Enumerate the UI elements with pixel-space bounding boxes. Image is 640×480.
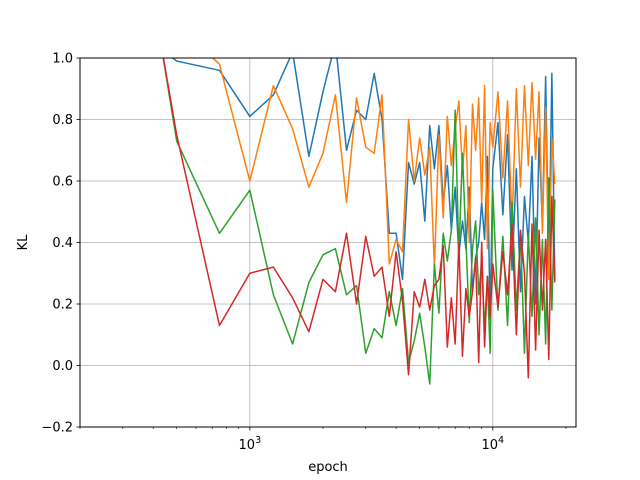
- y-tick-label: 0.8: [52, 113, 73, 128]
- x-axis-label: epoch: [308, 460, 348, 475]
- series-line-2: [211, 58, 556, 281]
- tick-layer: −0.2 0.0 0.2 0.4 0.6 0.8 1.0 103 104: [41, 52, 567, 453]
- y-tick-label: −0.2: [41, 421, 73, 436]
- series-layer: [162, 58, 556, 385]
- y-tick-label: 0.4: [52, 236, 73, 251]
- y-tick-label: 0.6: [52, 175, 73, 190]
- y-tick-label: 0.0: [52, 359, 73, 374]
- x-tick-label: 104: [482, 435, 505, 453]
- series-line-1: [171, 58, 556, 321]
- y-axis-label: KL: [16, 234, 31, 251]
- series-line-3: [162, 58, 556, 385]
- y-tick-label: 0.2: [52, 298, 73, 313]
- x-tick-label: 103: [239, 435, 262, 453]
- series-line-4: [162, 58, 556, 379]
- y-tick-label: 1.0: [52, 52, 73, 67]
